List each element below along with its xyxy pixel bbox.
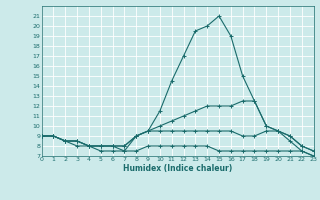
X-axis label: Humidex (Indice chaleur): Humidex (Indice chaleur) <box>123 164 232 173</box>
